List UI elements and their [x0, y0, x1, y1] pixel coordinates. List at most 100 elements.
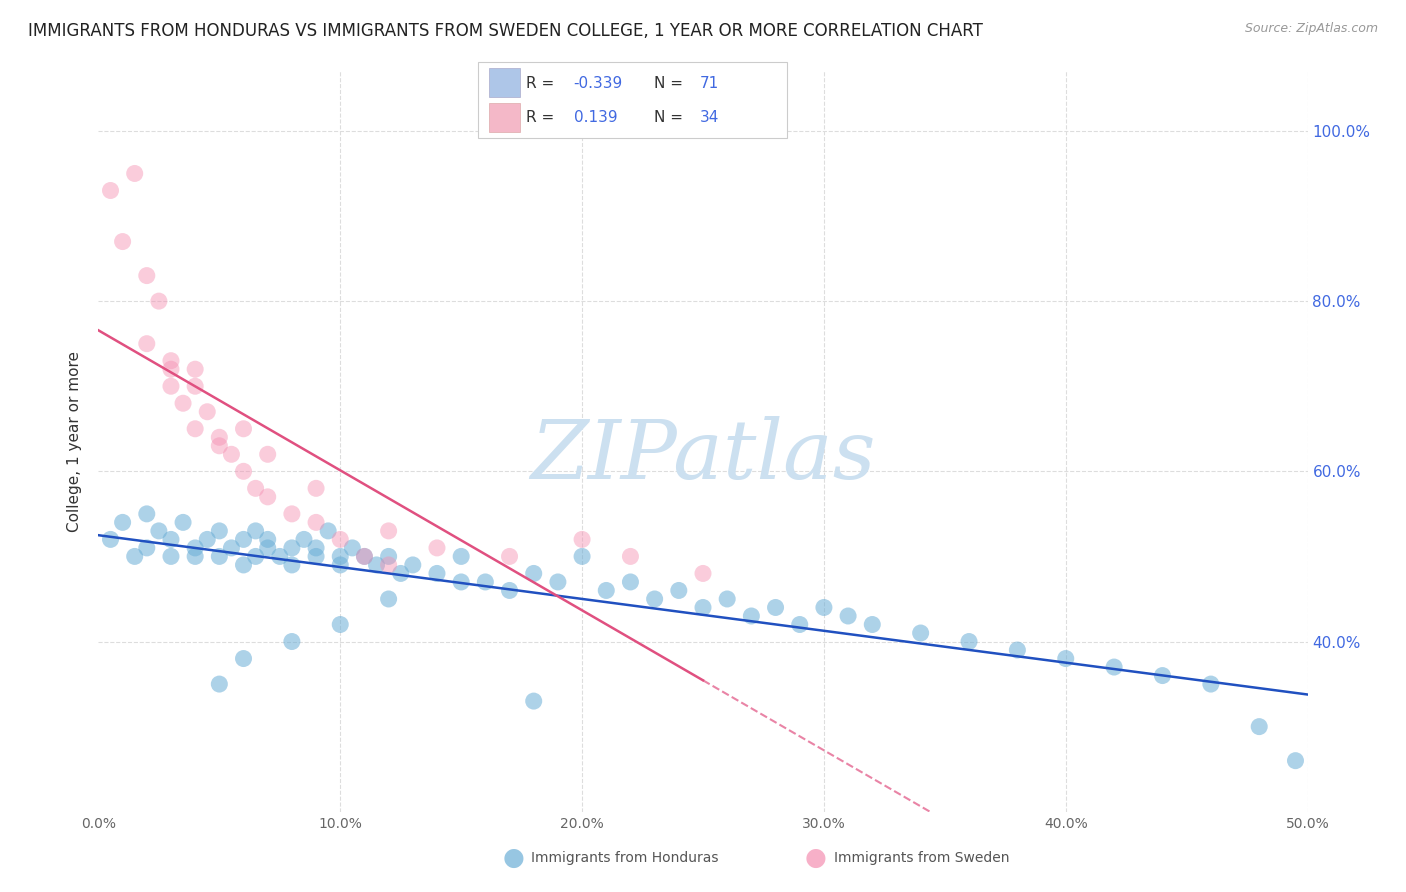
Point [329, 549, 352, 564]
Point [353, 549, 375, 564]
Point [160, 353, 183, 368]
Point [1249, 720, 1271, 734]
Point [135, 541, 157, 555]
Point [316, 524, 339, 538]
Point [1152, 668, 1174, 682]
Point [692, 600, 714, 615]
Point [619, 549, 641, 564]
Point [208, 677, 231, 691]
Text: N =: N = [654, 76, 688, 91]
Point [148, 294, 170, 309]
Point [269, 549, 291, 564]
Point [1054, 651, 1077, 665]
Point [426, 566, 449, 581]
Text: 71: 71 [700, 76, 720, 91]
Point [256, 533, 278, 547]
Point [426, 541, 449, 555]
Point [957, 634, 980, 648]
Point [668, 583, 690, 598]
Point [377, 524, 399, 538]
Text: 0.139: 0.139 [574, 110, 617, 125]
Point [184, 379, 207, 393]
Point [765, 600, 787, 615]
Point [281, 541, 304, 555]
Point [111, 516, 134, 530]
Point [1199, 677, 1222, 691]
Point [111, 235, 134, 249]
Point [135, 268, 157, 283]
Point [305, 549, 328, 564]
Point [910, 626, 932, 640]
Point [208, 430, 231, 444]
Point [232, 558, 254, 572]
Point [619, 574, 641, 589]
Point [232, 533, 254, 547]
Text: Immigrants from Sweden: Immigrants from Sweden [834, 851, 1010, 865]
Point [184, 549, 207, 564]
Point [789, 617, 811, 632]
Point [377, 558, 399, 572]
Point [523, 566, 546, 581]
Point [148, 524, 170, 538]
Point [329, 617, 352, 632]
Point [281, 634, 304, 648]
Point [571, 533, 593, 547]
Text: N =: N = [654, 110, 688, 125]
Point [329, 533, 352, 547]
Point [184, 362, 207, 376]
Text: R =: R = [526, 110, 560, 125]
Point [124, 166, 146, 180]
Point [498, 549, 520, 564]
Point [595, 583, 617, 598]
Y-axis label: College, 1 year or more: College, 1 year or more [67, 351, 83, 532]
Point [160, 379, 183, 393]
Point [232, 464, 254, 478]
Point [245, 524, 267, 538]
Point [366, 558, 388, 572]
Point [245, 481, 267, 495]
Point [474, 574, 496, 589]
Point [1007, 643, 1029, 657]
Text: Source: ZipAtlas.com: Source: ZipAtlas.com [1244, 22, 1378, 36]
Point [232, 422, 254, 436]
Point [281, 558, 304, 572]
Point [256, 490, 278, 504]
Text: IMMIGRANTS FROM HONDURAS VS IMMIGRANTS FROM SWEDEN COLLEGE, 1 YEAR OR MORE CORRE: IMMIGRANTS FROM HONDURAS VS IMMIGRANTS F… [28, 22, 983, 40]
Point [813, 600, 835, 615]
Point [135, 507, 157, 521]
Point [100, 533, 122, 547]
Point [692, 566, 714, 581]
Point [221, 541, 243, 555]
Point [124, 549, 146, 564]
Point [377, 591, 399, 606]
Point [172, 396, 194, 410]
Point [172, 516, 194, 530]
Point [135, 336, 157, 351]
Text: -0.339: -0.339 [574, 76, 623, 91]
Point [523, 694, 546, 708]
Point [450, 549, 472, 564]
Point [547, 574, 569, 589]
Point [571, 549, 593, 564]
Point [100, 184, 122, 198]
Point [184, 541, 207, 555]
Point [860, 617, 883, 632]
Point [644, 591, 666, 606]
Point [305, 481, 328, 495]
Point [837, 609, 859, 624]
Text: ●: ● [804, 847, 827, 870]
Point [160, 549, 183, 564]
Text: ●: ● [502, 847, 524, 870]
Point [1102, 660, 1125, 674]
Point [160, 533, 183, 547]
Point [353, 549, 375, 564]
Point [389, 566, 412, 581]
Point [208, 439, 231, 453]
Point [221, 447, 243, 461]
Point [256, 541, 278, 555]
Point [208, 524, 231, 538]
Point [195, 405, 218, 419]
Text: Immigrants from Honduras: Immigrants from Honduras [531, 851, 718, 865]
Point [184, 422, 207, 436]
Point [256, 447, 278, 461]
